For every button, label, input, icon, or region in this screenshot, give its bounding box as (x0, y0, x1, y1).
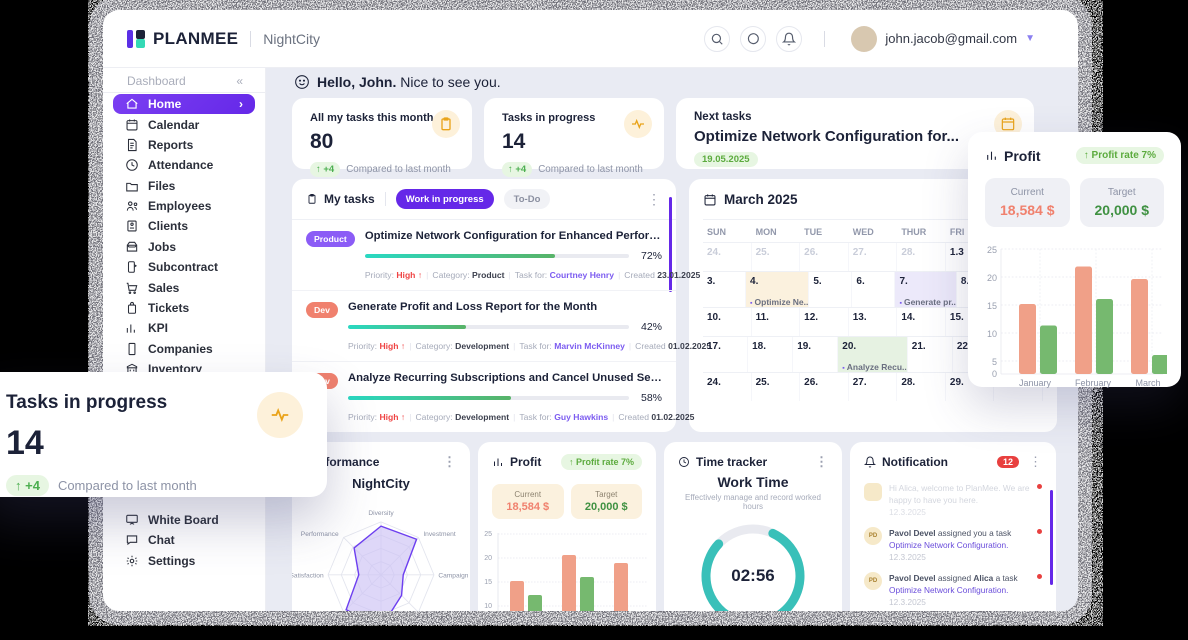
svg-text:0: 0 (992, 369, 997, 379)
svg-text:15: 15 (484, 579, 492, 586)
svg-text:Campaign: Campaign (438, 572, 468, 579)
svg-text:Satisfaction: Satisfaction (292, 572, 324, 579)
svg-text:January: January (1019, 378, 1052, 388)
svg-text:10: 10 (484, 603, 492, 610)
svg-text:Diversity: Diversity (368, 510, 394, 517)
svg-text:5: 5 (992, 357, 997, 367)
svg-text:10: 10 (987, 329, 997, 339)
svg-text:25: 25 (484, 531, 492, 538)
svg-text:Investment: Investment (423, 531, 455, 538)
svg-text:25: 25 (987, 245, 997, 255)
svg-text:March: March (1135, 378, 1160, 388)
svg-text:02:56: 02:56 (731, 566, 774, 585)
svg-text:February: February (1075, 378, 1112, 388)
svg-text:15: 15 (987, 301, 997, 311)
svg-text:20: 20 (987, 273, 997, 283)
svg-text:20: 20 (484, 555, 492, 562)
svg-text:Performance: Performance (301, 531, 339, 538)
